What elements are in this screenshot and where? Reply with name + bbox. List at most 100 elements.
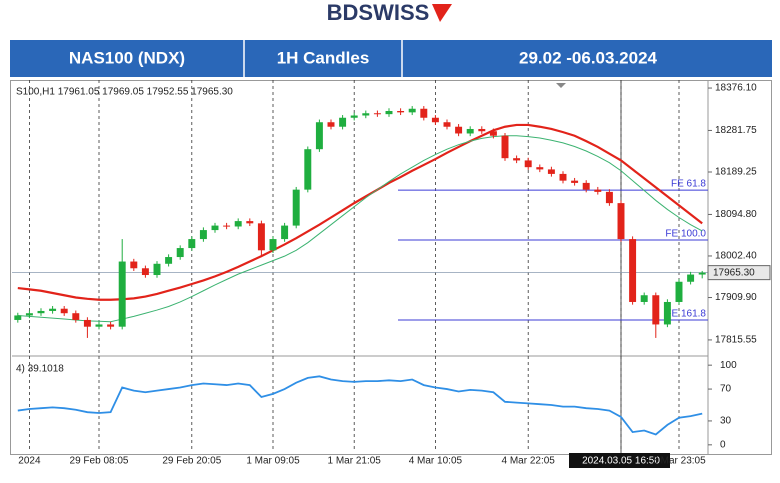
candle-body	[199, 230, 207, 240]
fib-label: FE 61.8	[671, 179, 706, 190]
logo: BDSWISS	[327, 0, 430, 25]
candle-body	[153, 263, 161, 276]
y-tick-label: 30	[720, 416, 732, 427]
candle-body	[118, 261, 126, 327]
y-tick-label: 17909.90	[715, 292, 757, 303]
candle-body	[72, 313, 80, 320]
candle-body	[594, 189, 602, 192]
y-tick-label: 100	[720, 360, 737, 371]
last-price-box	[707, 265, 771, 281]
crosshair-label-bg	[569, 453, 670, 468]
candle-body	[547, 169, 555, 174]
y-tick-label: 70	[720, 384, 732, 395]
y-tick-label: 18002.40	[715, 251, 757, 262]
candle-body	[281, 225, 289, 240]
candle-body	[327, 122, 335, 127]
candle-body	[431, 117, 439, 123]
candle-body	[83, 319, 91, 327]
fib-label: FE 100.0	[665, 229, 706, 240]
last-price-label: 17965.30	[713, 267, 755, 278]
rsi-info: 4) 39.1018	[16, 364, 64, 375]
candle-body	[501, 135, 509, 159]
candle-body	[698, 272, 706, 275]
candle-body	[605, 191, 613, 204]
candle-body	[373, 113, 381, 115]
candle-body	[246, 221, 254, 224]
candle-body	[571, 180, 579, 183]
candle-body	[292, 189, 300, 226]
candle-body	[211, 225, 219, 231]
x-tick-label: 4 Mar 22:05	[502, 456, 556, 467]
candle-body	[14, 315, 22, 320]
marker	[556, 83, 566, 88]
symbol: NAS100 (NDX)	[69, 48, 185, 67]
x-tick-label: 5 Mar 23:05	[652, 456, 706, 467]
candle-body	[385, 111, 393, 115]
candle-body	[640, 295, 648, 302]
candle-body	[257, 223, 265, 251]
candle-body	[315, 122, 323, 150]
fib-label: FE 161.8	[665, 309, 706, 320]
candle-body	[524, 160, 532, 168]
candle-body	[478, 128, 486, 132]
candle-body	[617, 203, 625, 240]
candle-body	[652, 295, 660, 325]
candle-body	[304, 149, 312, 190]
x-tick-label: 4 Mar 10:05	[409, 456, 463, 467]
candle-body	[466, 128, 474, 134]
candle-body	[25, 313, 33, 316]
x-tick-label: 2024.03.05 16:50	[582, 456, 660, 467]
candle-body	[141, 268, 149, 276]
logo-mark	[432, 4, 452, 22]
x-tick-label: 1 Mar 21:05	[328, 456, 382, 467]
indicator-line	[17, 135, 703, 323]
date-range: 29.02 -06.03.2024	[519, 48, 658, 67]
candle-body	[223, 225, 231, 227]
candle-body	[165, 257, 173, 264]
candle-body	[489, 131, 497, 136]
candle-body	[513, 158, 521, 161]
candle-body	[397, 111, 405, 113]
header-bar	[10, 40, 772, 77]
candle-body	[687, 274, 695, 282]
y-tick-label: 18376.10	[715, 83, 757, 94]
candle-body	[408, 108, 416, 113]
candle-body	[629, 239, 637, 302]
candle-body	[582, 182, 590, 190]
y-tick-label: 0	[720, 439, 726, 450]
ohlc-info: S100,H1 17961.05 17969.05 17952.55 17965…	[16, 87, 233, 98]
chart-frame	[10, 80, 772, 455]
candle-body	[362, 113, 370, 116]
candle-body	[350, 115, 358, 118]
y-tick-label: 18281.75	[715, 125, 757, 136]
x-tick-label: 29 Feb 20:05	[162, 456, 221, 467]
indicator-line	[17, 123, 703, 301]
candle-body	[420, 108, 428, 118]
candle-body	[559, 173, 567, 181]
candle-body	[176, 248, 184, 258]
candle-body	[443, 122, 451, 127]
candle-body	[536, 167, 544, 170]
x-tick-label: 29 Feb 08:05	[70, 456, 129, 467]
candle-body	[663, 301, 671, 325]
candle-body	[130, 261, 138, 269]
y-tick-label: 18189.25	[715, 167, 757, 178]
y-tick-label: 17815.55	[715, 335, 757, 346]
candle-body	[188, 239, 196, 249]
candle-body	[675, 281, 683, 302]
candle-body	[455, 126, 463, 134]
timeframe: 1H Candles	[277, 48, 370, 67]
y-tick-label: 18094.80	[715, 209, 757, 220]
candle-body	[49, 308, 57, 311]
x-tick-label: 1 Mar 09:05	[246, 456, 300, 467]
x-tick-label: 2024	[18, 456, 41, 467]
rsi-line	[17, 375, 703, 436]
candle-body	[339, 117, 347, 127]
candle-body	[234, 221, 242, 227]
candle-body	[95, 324, 103, 327]
candle-body	[107, 324, 115, 327]
candle-body	[60, 308, 68, 314]
candle-body	[269, 239, 277, 251]
